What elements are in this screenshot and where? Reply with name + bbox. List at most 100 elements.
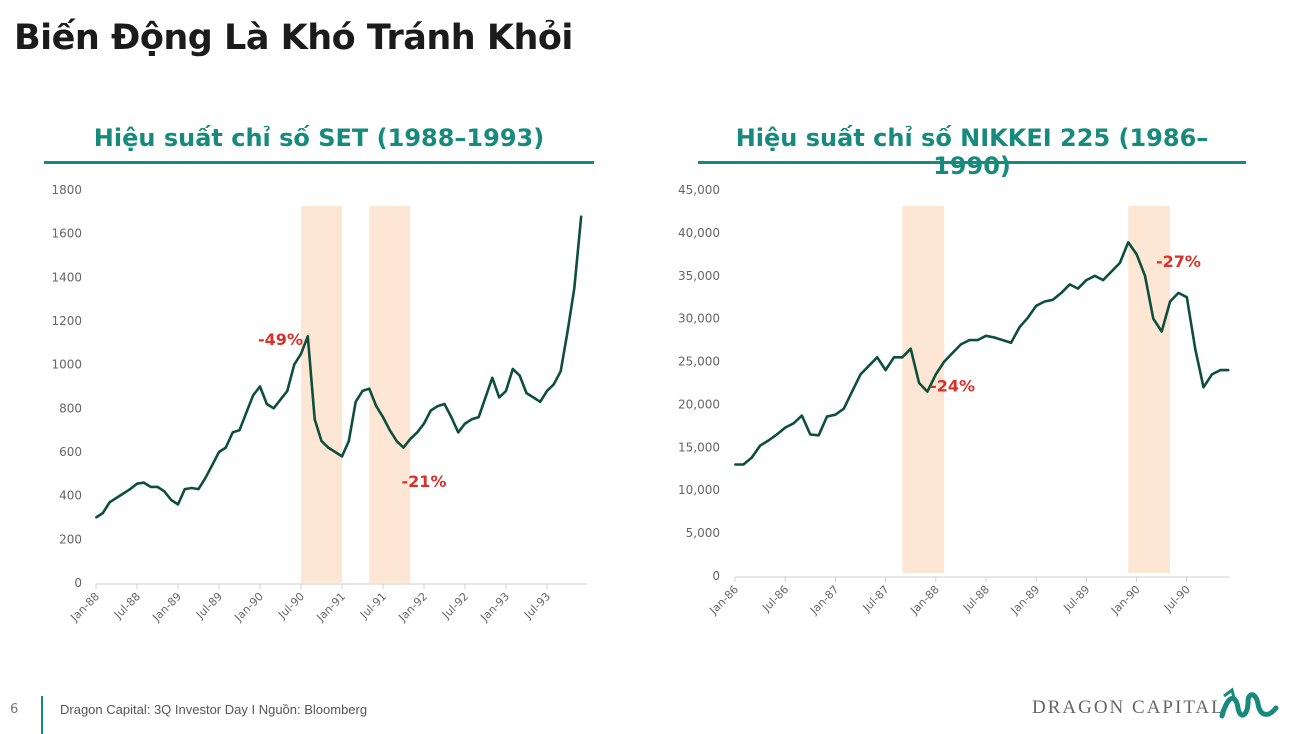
x-tick-label: Jul-88	[111, 590, 143, 622]
data-point	[306, 335, 309, 338]
y-tick-label: 1000	[51, 358, 82, 372]
data-point	[136, 482, 138, 485]
data-point	[951, 351, 954, 354]
data-point	[759, 444, 762, 447]
logo-text: DRAGON CAPITAL	[1032, 697, 1225, 718]
y-tick-label: 0	[74, 576, 82, 590]
x-tick-label: Jul-92	[439, 590, 471, 622]
data-point	[993, 336, 996, 339]
data-point	[1018, 326, 1021, 329]
x-tick-label: Jan-88	[68, 590, 103, 625]
set-chart-title: Hiệu suất chỉ số SET (1988–1993)	[93, 124, 545, 152]
data-point	[901, 356, 904, 359]
data-point	[108, 501, 111, 504]
data-point	[327, 446, 330, 449]
data-point	[231, 431, 234, 434]
data-point	[1010, 341, 1013, 344]
data-point	[792, 422, 795, 425]
data-point	[1093, 274, 1096, 277]
data-point	[1210, 373, 1213, 376]
data-point	[423, 422, 425, 425]
data-point	[1194, 347, 1197, 350]
y-tick-label: 800	[59, 401, 82, 415]
data-point	[867, 364, 870, 367]
data-point	[775, 433, 778, 436]
y-tick-label: 15,000	[678, 440, 720, 454]
data-point	[518, 374, 521, 377]
x-tick-label: Jan-93	[478, 590, 513, 625]
series-line	[735, 241, 1229, 466]
dragon-logo-icon	[1219, 687, 1279, 719]
data-point	[457, 431, 460, 434]
x-tick-label: Jan-90	[232, 590, 267, 625]
data-point	[238, 429, 241, 432]
data-point	[546, 389, 548, 392]
x-tick-label: Jul-90	[275, 590, 307, 622]
data-point	[1102, 279, 1105, 282]
data-point	[505, 389, 507, 392]
drawdown-annotation: -24%	[930, 377, 975, 396]
data-point	[511, 368, 514, 371]
data-point	[1152, 317, 1155, 320]
data-point	[375, 405, 378, 408]
nikkei-title-rule	[698, 161, 1246, 164]
data-point	[934, 373, 937, 376]
x-tick-label: Jan-90	[1108, 583, 1143, 618]
footer-source: Dragon Capital: 3Q Investor Day I Nguồn:…	[60, 702, 368, 717]
data-point	[347, 440, 350, 443]
y-tick-label: 25,000	[678, 355, 720, 369]
data-point	[968, 339, 971, 342]
y-tick-label: 40,000	[678, 226, 720, 240]
data-point	[809, 433, 812, 436]
data-point	[354, 400, 357, 403]
data-point	[573, 287, 576, 290]
data-point	[1110, 270, 1113, 273]
x-tick-label: Jan-92	[396, 590, 431, 625]
data-point	[95, 516, 97, 519]
data-point	[1169, 300, 1172, 303]
footer-divider	[41, 696, 43, 734]
data-point	[211, 464, 214, 467]
data-point	[1185, 296, 1188, 299]
data-point	[224, 446, 227, 449]
data-point	[1051, 298, 1054, 301]
y-tick-label: 35,000	[678, 269, 720, 283]
data-point	[272, 407, 275, 410]
data-point	[1026, 316, 1029, 319]
data-point	[892, 356, 895, 359]
data-point	[388, 429, 391, 432]
data-point	[842, 407, 845, 410]
x-tick-label: Jul-93	[521, 590, 553, 622]
data-point	[742, 463, 745, 466]
shaded-period-0	[902, 206, 945, 573]
data-point	[918, 382, 921, 384]
data-point	[293, 363, 296, 366]
data-point	[368, 387, 371, 390]
data-point	[985, 334, 987, 337]
data-point	[382, 416, 384, 419]
y-tick-label: 1600	[51, 227, 82, 241]
data-point	[259, 385, 261, 388]
y-tick-label: 1800	[51, 183, 82, 197]
data-point	[943, 360, 946, 363]
page-number: 6	[10, 702, 19, 717]
data-point	[817, 434, 820, 437]
data-point	[484, 396, 487, 399]
data-point	[450, 416, 453, 419]
data-point	[122, 492, 125, 495]
data-point	[218, 451, 220, 453]
data-point	[926, 390, 929, 393]
data-point	[464, 422, 466, 425]
data-point	[163, 490, 166, 493]
y-tick-label: 1400	[51, 270, 82, 284]
data-point	[129, 488, 132, 491]
data-point	[429, 409, 432, 412]
data-point	[834, 413, 837, 416]
x-tick-label: Jan-91	[314, 590, 349, 625]
data-point	[1035, 304, 1038, 307]
data-point	[800, 414, 803, 417]
x-tick-label: Jul-87	[860, 583, 892, 615]
data-point	[142, 481, 145, 484]
data-point	[1060, 291, 1063, 294]
